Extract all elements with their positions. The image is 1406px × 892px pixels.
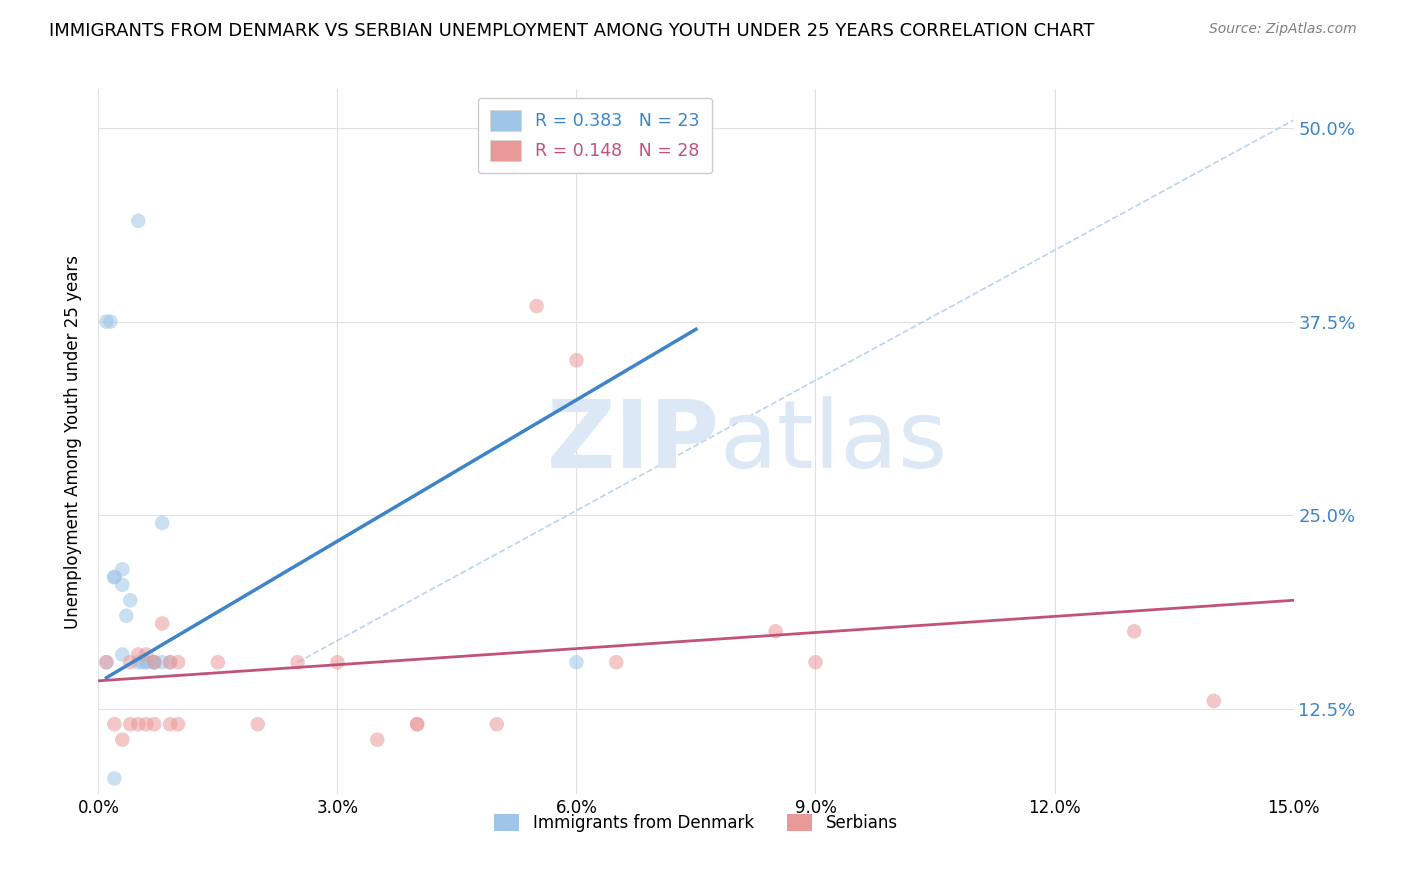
Point: [406, 717, 429, 731]
Point: [111, 562, 134, 576]
Point: [120, 655, 142, 669]
Point: [765, 624, 787, 639]
Point: [143, 655, 166, 669]
Point: [605, 655, 627, 669]
Point: [135, 648, 157, 662]
Point: [565, 655, 588, 669]
Point: [98, 314, 122, 328]
Point: [207, 655, 229, 669]
Point: [1123, 624, 1146, 639]
Point: [326, 655, 349, 669]
Point: [127, 648, 149, 662]
Point: [96, 655, 118, 669]
Point: [150, 616, 173, 631]
Point: [167, 717, 190, 731]
Point: [143, 717, 166, 731]
Point: [143, 655, 166, 669]
Point: [526, 299, 548, 313]
Point: [167, 655, 190, 669]
Y-axis label: Unemployment Among Youth under 25 years: Unemployment Among Youth under 25 years: [65, 254, 83, 629]
Point: [103, 570, 125, 584]
Point: [103, 772, 125, 786]
Point: [96, 314, 118, 328]
Point: [804, 655, 827, 669]
Point: [143, 655, 166, 669]
Point: [485, 717, 508, 731]
Point: [103, 570, 125, 584]
Point: [406, 717, 429, 731]
Text: Source: ZipAtlas.com: Source: ZipAtlas.com: [1209, 22, 1357, 37]
Point: [127, 717, 149, 731]
Point: [150, 516, 173, 530]
Point: [246, 717, 269, 731]
Point: [135, 655, 157, 669]
Point: [103, 717, 125, 731]
Legend: Immigrants from Denmark, Serbians: Immigrants from Denmark, Serbians: [488, 807, 904, 838]
Point: [159, 717, 181, 731]
Text: IMMIGRANTS FROM DENMARK VS SERBIAN UNEMPLOYMENT AMONG YOUTH UNDER 25 YEARS CORRE: IMMIGRANTS FROM DENMARK VS SERBIAN UNEMP…: [49, 22, 1095, 40]
Point: [565, 353, 588, 368]
Point: [111, 648, 134, 662]
Point: [135, 717, 157, 731]
Point: [115, 608, 138, 623]
Text: atlas: atlas: [720, 395, 948, 488]
Point: [1202, 694, 1225, 708]
Point: [127, 214, 149, 228]
Point: [159, 655, 181, 669]
Point: [287, 655, 309, 669]
Point: [159, 655, 181, 669]
Point: [120, 717, 142, 731]
Point: [111, 578, 134, 592]
Text: ZIP: ZIP: [547, 395, 720, 488]
Point: [143, 655, 166, 669]
Point: [366, 732, 388, 747]
Point: [150, 655, 173, 669]
Point: [120, 593, 142, 607]
Point: [135, 655, 157, 669]
Point: [111, 732, 134, 747]
Point: [131, 655, 153, 669]
Point: [127, 655, 149, 669]
Point: [96, 655, 118, 669]
